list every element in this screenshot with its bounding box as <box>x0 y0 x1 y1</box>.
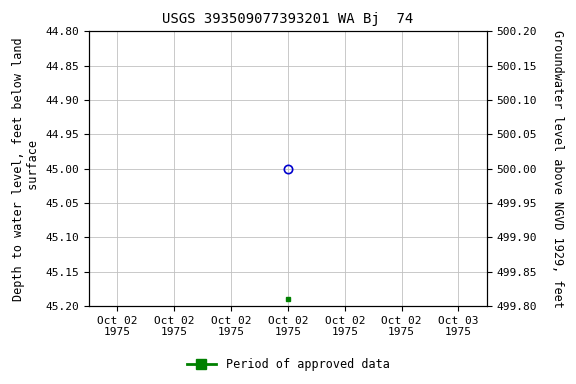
Legend: Period of approved data: Period of approved data <box>182 354 394 376</box>
Y-axis label: Groundwater level above NGVD 1929, feet: Groundwater level above NGVD 1929, feet <box>551 30 564 308</box>
Y-axis label: Depth to water level, feet below land
 surface: Depth to water level, feet below land su… <box>12 37 40 301</box>
Title: USGS 393509077393201 WA Bj  74: USGS 393509077393201 WA Bj 74 <box>162 12 414 26</box>
